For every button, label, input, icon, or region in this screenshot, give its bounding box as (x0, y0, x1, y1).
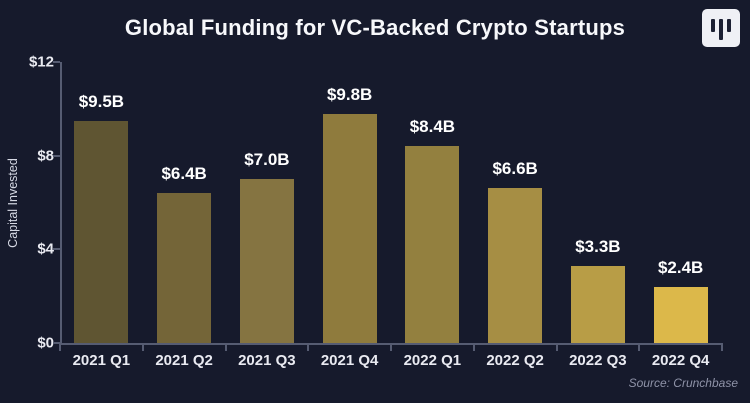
logo-bar-right (727, 19, 731, 32)
x-tick-label: 2021 Q1 (72, 352, 131, 369)
bar-2021 Q3 (239, 179, 294, 343)
x-axis-labels: 2021 Q1 2021 Q2 2021 Q3 2021 Q4 2022 Q1 2022 … (60, 352, 722, 372)
bar-2022 Q2 (488, 188, 543, 343)
bar-value-label: $8.4B (409, 117, 456, 137)
bar-value-label: $6.4B (161, 164, 207, 184)
bar-slot: $6.6B (474, 62, 557, 343)
x-tick-label: 2022 Q2 (486, 352, 544, 369)
bar-slot: $2.4B (639, 62, 722, 343)
bar-2021 Q1 (74, 120, 129, 343)
x-tick-mark (307, 343, 310, 351)
logo-bar-left (711, 19, 715, 32)
y-tick-mark (53, 61, 60, 63)
bar-value-label: $9.8B (326, 84, 373, 104)
x-tick-mark (390, 343, 392, 351)
bars: $9.5B $6.4B $7.0B $9.8B $8.4B $6.6B $3.3B $2.4B (60, 62, 722, 343)
bar-2022 Q3 (570, 265, 625, 343)
x-tick-mark (638, 343, 641, 351)
y-tick-mark (53, 342, 60, 344)
chart-title: Global Funding for VC-Backed Crypto Star… (124, 15, 626, 40)
logo-bar-middle (719, 19, 723, 40)
bar-value-label: $3.3B (575, 236, 621, 256)
bar-slot: $7.0B (226, 62, 309, 343)
source-note: Source: Crunchbase (628, 376, 738, 390)
bar-2022 Q4 (653, 286, 708, 343)
bar-2021 Q2 (157, 193, 212, 343)
x-tick-mark (555, 343, 558, 351)
bar-value-label: $6.6B (492, 159, 538, 179)
plot-area: $9.5B $6.4B $7.0B $9.8B $8.4B $6.6B $3.3B $2.4B (53, 61, 723, 351)
y-tick-label: $8 (37, 147, 54, 165)
x-tick-label: 2022 Q1 (403, 352, 462, 369)
y-tick-mark (53, 248, 60, 251)
x-tick-label: 2021 Q4 (320, 352, 379, 369)
y-tick-label: $12 (28, 53, 54, 71)
bar-value-label: $2.4B (657, 257, 704, 277)
bar-2022 Q1 (405, 146, 460, 343)
y-tick-label: $0 (37, 334, 54, 352)
x-tick-label: 2021 Q2 (155, 352, 213, 369)
x-tick-label: 2021 Q3 (238, 352, 296, 369)
bar-slot: $9.5B (60, 62, 143, 343)
y-tick-label: $4 (37, 240, 54, 258)
bar-value-label: $9.5B (78, 91, 125, 111)
bar-slot: $3.3B (557, 62, 640, 343)
x-tick-mark (472, 343, 475, 351)
y-axis-tick-labels: $0 $4 $8 $12 (14, 54, 54, 352)
y-tick-mark (53, 154, 60, 157)
y-axis-line (60, 62, 62, 343)
x-tick-mark (721, 343, 723, 351)
bar-2021 Q4 (322, 113, 377, 343)
x-tick-label: 2022 Q4 (651, 352, 710, 369)
bar-slot: $8.4B (391, 62, 474, 343)
bar-value-label: $7.0B (244, 150, 290, 170)
bar-slot: $6.4B (143, 62, 226, 343)
x-tick-mark (141, 343, 144, 351)
brand-bars-logo (702, 9, 740, 47)
bar-slot: $9.8B (308, 62, 391, 343)
x-tick-mark (59, 343, 61, 351)
x-tick-mark (224, 343, 227, 351)
x-tick-label: 2022 Q3 (569, 352, 627, 369)
